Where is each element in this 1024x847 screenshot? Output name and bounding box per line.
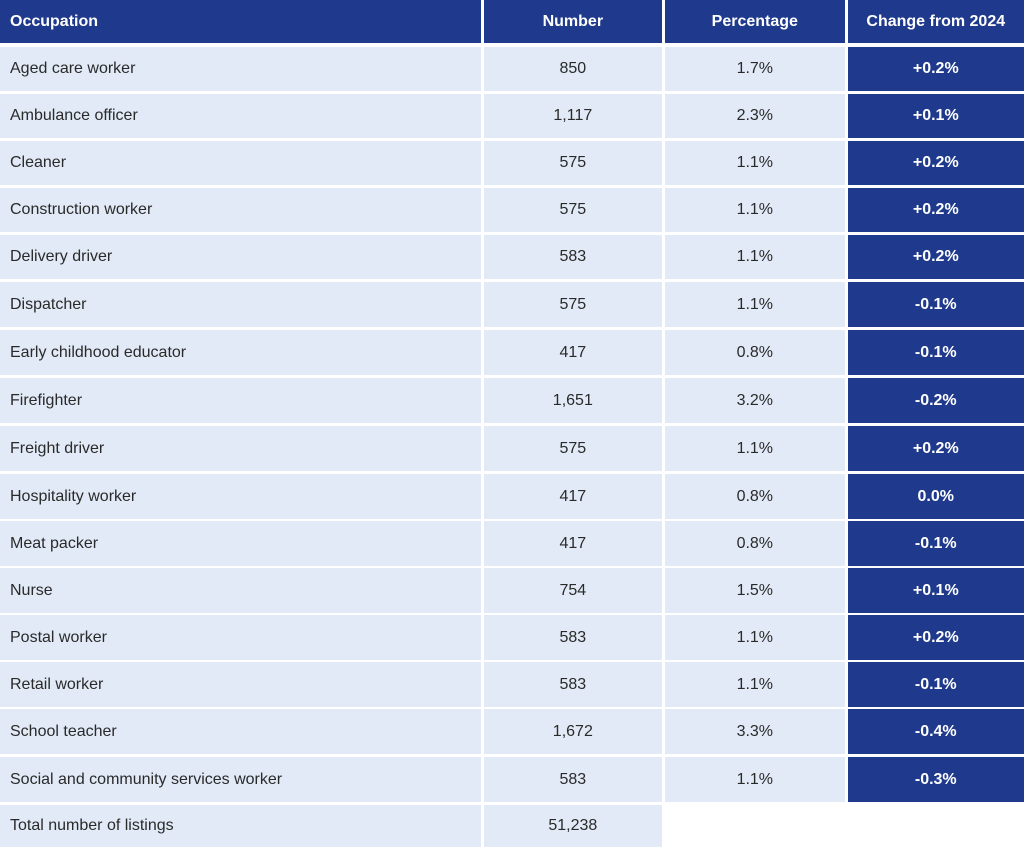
percentage-cell: 3.2% bbox=[665, 378, 845, 423]
occupation-cell: Construction worker bbox=[0, 188, 481, 232]
occupation-cell: Social and community services worker bbox=[0, 757, 481, 802]
change-cell: -0.2% bbox=[847, 378, 1024, 423]
percentage-cell: 0.8% bbox=[665, 330, 845, 375]
number-cell: 1,672 bbox=[483, 709, 663, 754]
number-cell: 583 bbox=[483, 615, 663, 660]
percentage-cell: 1.7% bbox=[665, 47, 845, 91]
occupation-cell: Meat packer bbox=[0, 521, 481, 566]
table-header-row: Occupation Number Percentage Change from… bbox=[0, 0, 1024, 43]
change-cell: -0.1% bbox=[847, 521, 1024, 566]
percentage-cell: 3.3% bbox=[665, 709, 845, 754]
table-row: Firefighter 1,651 3.2% -0.2% bbox=[0, 378, 1024, 423]
change-cell: +0.2% bbox=[847, 188, 1024, 232]
number-cell: 583 bbox=[483, 662, 663, 707]
table-row: Hospitality worker 417 0.8% 0.0% bbox=[0, 474, 1024, 519]
change-cell: -0.4% bbox=[847, 709, 1024, 754]
change-cell: +0.1% bbox=[847, 94, 1024, 138]
table-row: Aged care worker 850 1.7% +0.2% bbox=[0, 47, 1024, 91]
occupation-cell: Postal worker bbox=[0, 615, 481, 660]
percentage-cell: 1.1% bbox=[665, 282, 845, 327]
table-row: Meat packer 417 0.8% -0.1% bbox=[0, 521, 1024, 566]
change-cell: +0.2% bbox=[847, 235, 1024, 279]
number-cell: 754 bbox=[483, 568, 663, 613]
total-label: Total number of listings bbox=[0, 805, 481, 847]
percentage-cell: 1.1% bbox=[665, 426, 845, 471]
percentage-cell: 1.1% bbox=[665, 757, 845, 802]
header-percentage: Percentage bbox=[665, 0, 845, 43]
occupation-cell: Hospitality worker bbox=[0, 474, 481, 519]
table-row: Construction worker 575 1.1% +0.2% bbox=[0, 188, 1024, 232]
change-cell: +0.2% bbox=[847, 141, 1024, 185]
change-cell: -0.1% bbox=[847, 330, 1024, 375]
change-cell: +0.2% bbox=[847, 426, 1024, 471]
occupation-cell: Firefighter bbox=[0, 378, 481, 423]
occupation-cell: Nurse bbox=[0, 568, 481, 613]
percentage-cell: 1.1% bbox=[665, 615, 845, 660]
header-change: Change from 2024 bbox=[847, 0, 1024, 43]
percentage-cell: 1.1% bbox=[665, 188, 845, 232]
change-cell: +0.2% bbox=[847, 615, 1024, 660]
percentage-cell: 1.1% bbox=[665, 141, 845, 185]
number-cell: 1,117 bbox=[483, 94, 663, 138]
percentage-cell: 2.3% bbox=[665, 94, 845, 138]
table-row: Postal worker 583 1.1% +0.2% bbox=[0, 615, 1024, 660]
percentage-cell: 1.1% bbox=[665, 235, 845, 279]
change-cell: +0.2% bbox=[847, 47, 1024, 91]
occupation-cell: Retail worker bbox=[0, 662, 481, 707]
table-row: Ambulance officer 1,117 2.3% +0.1% bbox=[0, 94, 1024, 138]
number-cell: 575 bbox=[483, 141, 663, 185]
percentage-cell: 1.5% bbox=[665, 568, 845, 613]
occupation-cell: Early childhood educator bbox=[0, 330, 481, 375]
change-cell: -0.1% bbox=[847, 282, 1024, 327]
table-row: School teacher 1,672 3.3% -0.4% bbox=[0, 709, 1024, 754]
occupation-cell: Dispatcher bbox=[0, 282, 481, 327]
total-empty-cell bbox=[665, 805, 845, 847]
table-row: Freight driver 575 1.1% +0.2% bbox=[0, 426, 1024, 471]
header-occupation: Occupation bbox=[0, 0, 481, 43]
number-cell: 417 bbox=[483, 474, 663, 519]
occupation-cell: Delivery driver bbox=[0, 235, 481, 279]
occupation-cell: Cleaner bbox=[0, 141, 481, 185]
table-row: Dispatcher 575 1.1% -0.1% bbox=[0, 282, 1024, 327]
header-number: Number bbox=[483, 0, 663, 43]
number-cell: 417 bbox=[483, 330, 663, 375]
table-row: Early childhood educator 417 0.8% -0.1% bbox=[0, 330, 1024, 375]
number-cell: 575 bbox=[483, 188, 663, 232]
occupation-cell: Freight driver bbox=[0, 426, 481, 471]
change-cell: -0.3% bbox=[847, 757, 1024, 802]
percentage-cell: 0.8% bbox=[665, 521, 845, 566]
occupation-cell: Aged care worker bbox=[0, 47, 481, 91]
percentage-cell: 1.1% bbox=[665, 662, 845, 707]
number-cell: 575 bbox=[483, 426, 663, 471]
percentage-cell: 0.8% bbox=[665, 474, 845, 519]
number-cell: 575 bbox=[483, 282, 663, 327]
occupation-cell: Ambulance officer bbox=[0, 94, 481, 138]
total-number: 51,238 bbox=[483, 805, 663, 847]
table-row: Social and community services worker 583… bbox=[0, 757, 1024, 802]
number-cell: 417 bbox=[483, 521, 663, 566]
occupation-cell: School teacher bbox=[0, 709, 481, 754]
table-row: Retail worker 583 1.1% -0.1% bbox=[0, 662, 1024, 707]
table-row: Nurse 754 1.5% +0.1% bbox=[0, 568, 1024, 613]
change-cell: +0.1% bbox=[847, 568, 1024, 613]
change-cell: -0.1% bbox=[847, 662, 1024, 707]
number-cell: 583 bbox=[483, 757, 663, 802]
table-row: Delivery driver 583 1.1% +0.2% bbox=[0, 235, 1024, 279]
number-cell: 583 bbox=[483, 235, 663, 279]
number-cell: 850 bbox=[483, 47, 663, 91]
table-total-row: Total number of listings 51,238 bbox=[0, 805, 1024, 847]
table-row: Cleaner 575 1.1% +0.2% bbox=[0, 141, 1024, 185]
total-empty-cell bbox=[847, 805, 1024, 847]
number-cell: 1,651 bbox=[483, 378, 663, 423]
change-cell: 0.0% bbox=[847, 474, 1024, 519]
